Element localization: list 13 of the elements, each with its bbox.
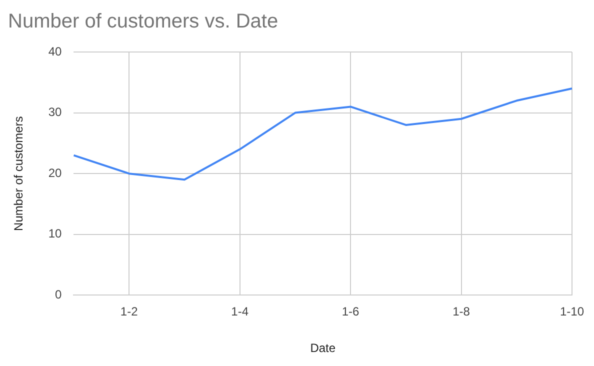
x-axis-title: Date — [310, 341, 336, 356]
y-tick-label: 30 — [48, 105, 62, 120]
x-tick-label: 1-4 — [231, 304, 249, 319]
x-tick-label: 1-8 — [452, 304, 470, 319]
y-tick-label: 40 — [48, 44, 62, 58]
y-tick-label: 0 — [55, 288, 62, 302]
x-tick-label: 1-2 — [120, 304, 138, 319]
y-tick-label: 20 — [48, 166, 62, 180]
chart-title: Number of customers vs. Date — [8, 10, 278, 33]
y-tick-label: 10 — [48, 226, 62, 241]
x-tick-label: 1-6 — [342, 304, 360, 319]
y-axis-title: Number of customers — [12, 116, 26, 231]
x-tick-label: 1-10 — [560, 304, 584, 319]
